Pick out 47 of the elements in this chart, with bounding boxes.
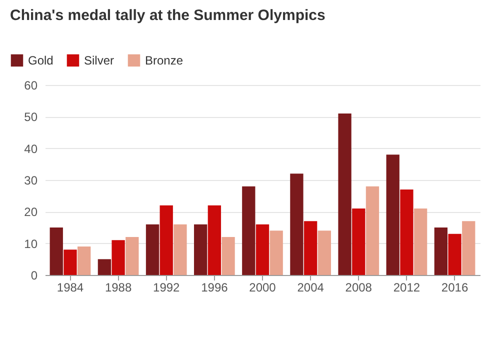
bar	[174, 224, 187, 275]
bar	[256, 224, 270, 275]
legend-label: Gold	[28, 53, 54, 68]
legend-label: Silver	[84, 53, 114, 68]
bar	[366, 186, 380, 275]
bar	[290, 174, 304, 275]
bar	[352, 208, 366, 275]
bar	[338, 114, 352, 275]
y-tick-label: 50	[24, 110, 38, 124]
bar	[78, 246, 91, 275]
bar	[270, 230, 283, 275]
x-tick-label: 1992	[153, 280, 180, 294]
bar	[304, 221, 318, 275]
chart-title: China's medal tally at the Summer Olympics	[10, 7, 326, 24]
y-tick-label: 20	[24, 205, 38, 220]
bar	[222, 237, 235, 275]
bar	[146, 224, 160, 275]
y-tick-label: 10	[24, 236, 38, 251]
bar	[386, 154, 400, 275]
y-tick-label: 60	[24, 78, 38, 92]
bar	[98, 259, 112, 275]
bar	[50, 228, 63, 275]
x-tick-label: 1984	[56, 280, 84, 294]
x-tick-label: 1988	[104, 280, 132, 294]
y-tick-label: 0	[30, 268, 38, 282]
x-tick-label: 1996	[201, 280, 228, 294]
x-tick-label: 2004	[297, 280, 324, 294]
bar	[242, 186, 256, 275]
bar	[64, 250, 77, 275]
bar	[318, 230, 331, 275]
legend-label: Bronze	[145, 53, 184, 68]
x-tick-label: 2016	[441, 280, 468, 294]
bar	[462, 221, 476, 275]
x-tick-label: 2008	[345, 280, 372, 294]
bar	[160, 205, 173, 275]
bar	[208, 205, 222, 275]
y-tick-label: 30	[24, 174, 38, 188]
bar	[434, 228, 448, 275]
bar	[126, 237, 139, 275]
bar	[112, 240, 125, 275]
x-tick-label: 2000	[249, 280, 276, 294]
x-tick-label: 2012	[393, 280, 420, 294]
bar	[400, 190, 414, 275]
bar	[448, 234, 462, 275]
bar	[194, 224, 208, 275]
y-tick-label: 40	[24, 142, 38, 156]
bar	[414, 208, 428, 275]
